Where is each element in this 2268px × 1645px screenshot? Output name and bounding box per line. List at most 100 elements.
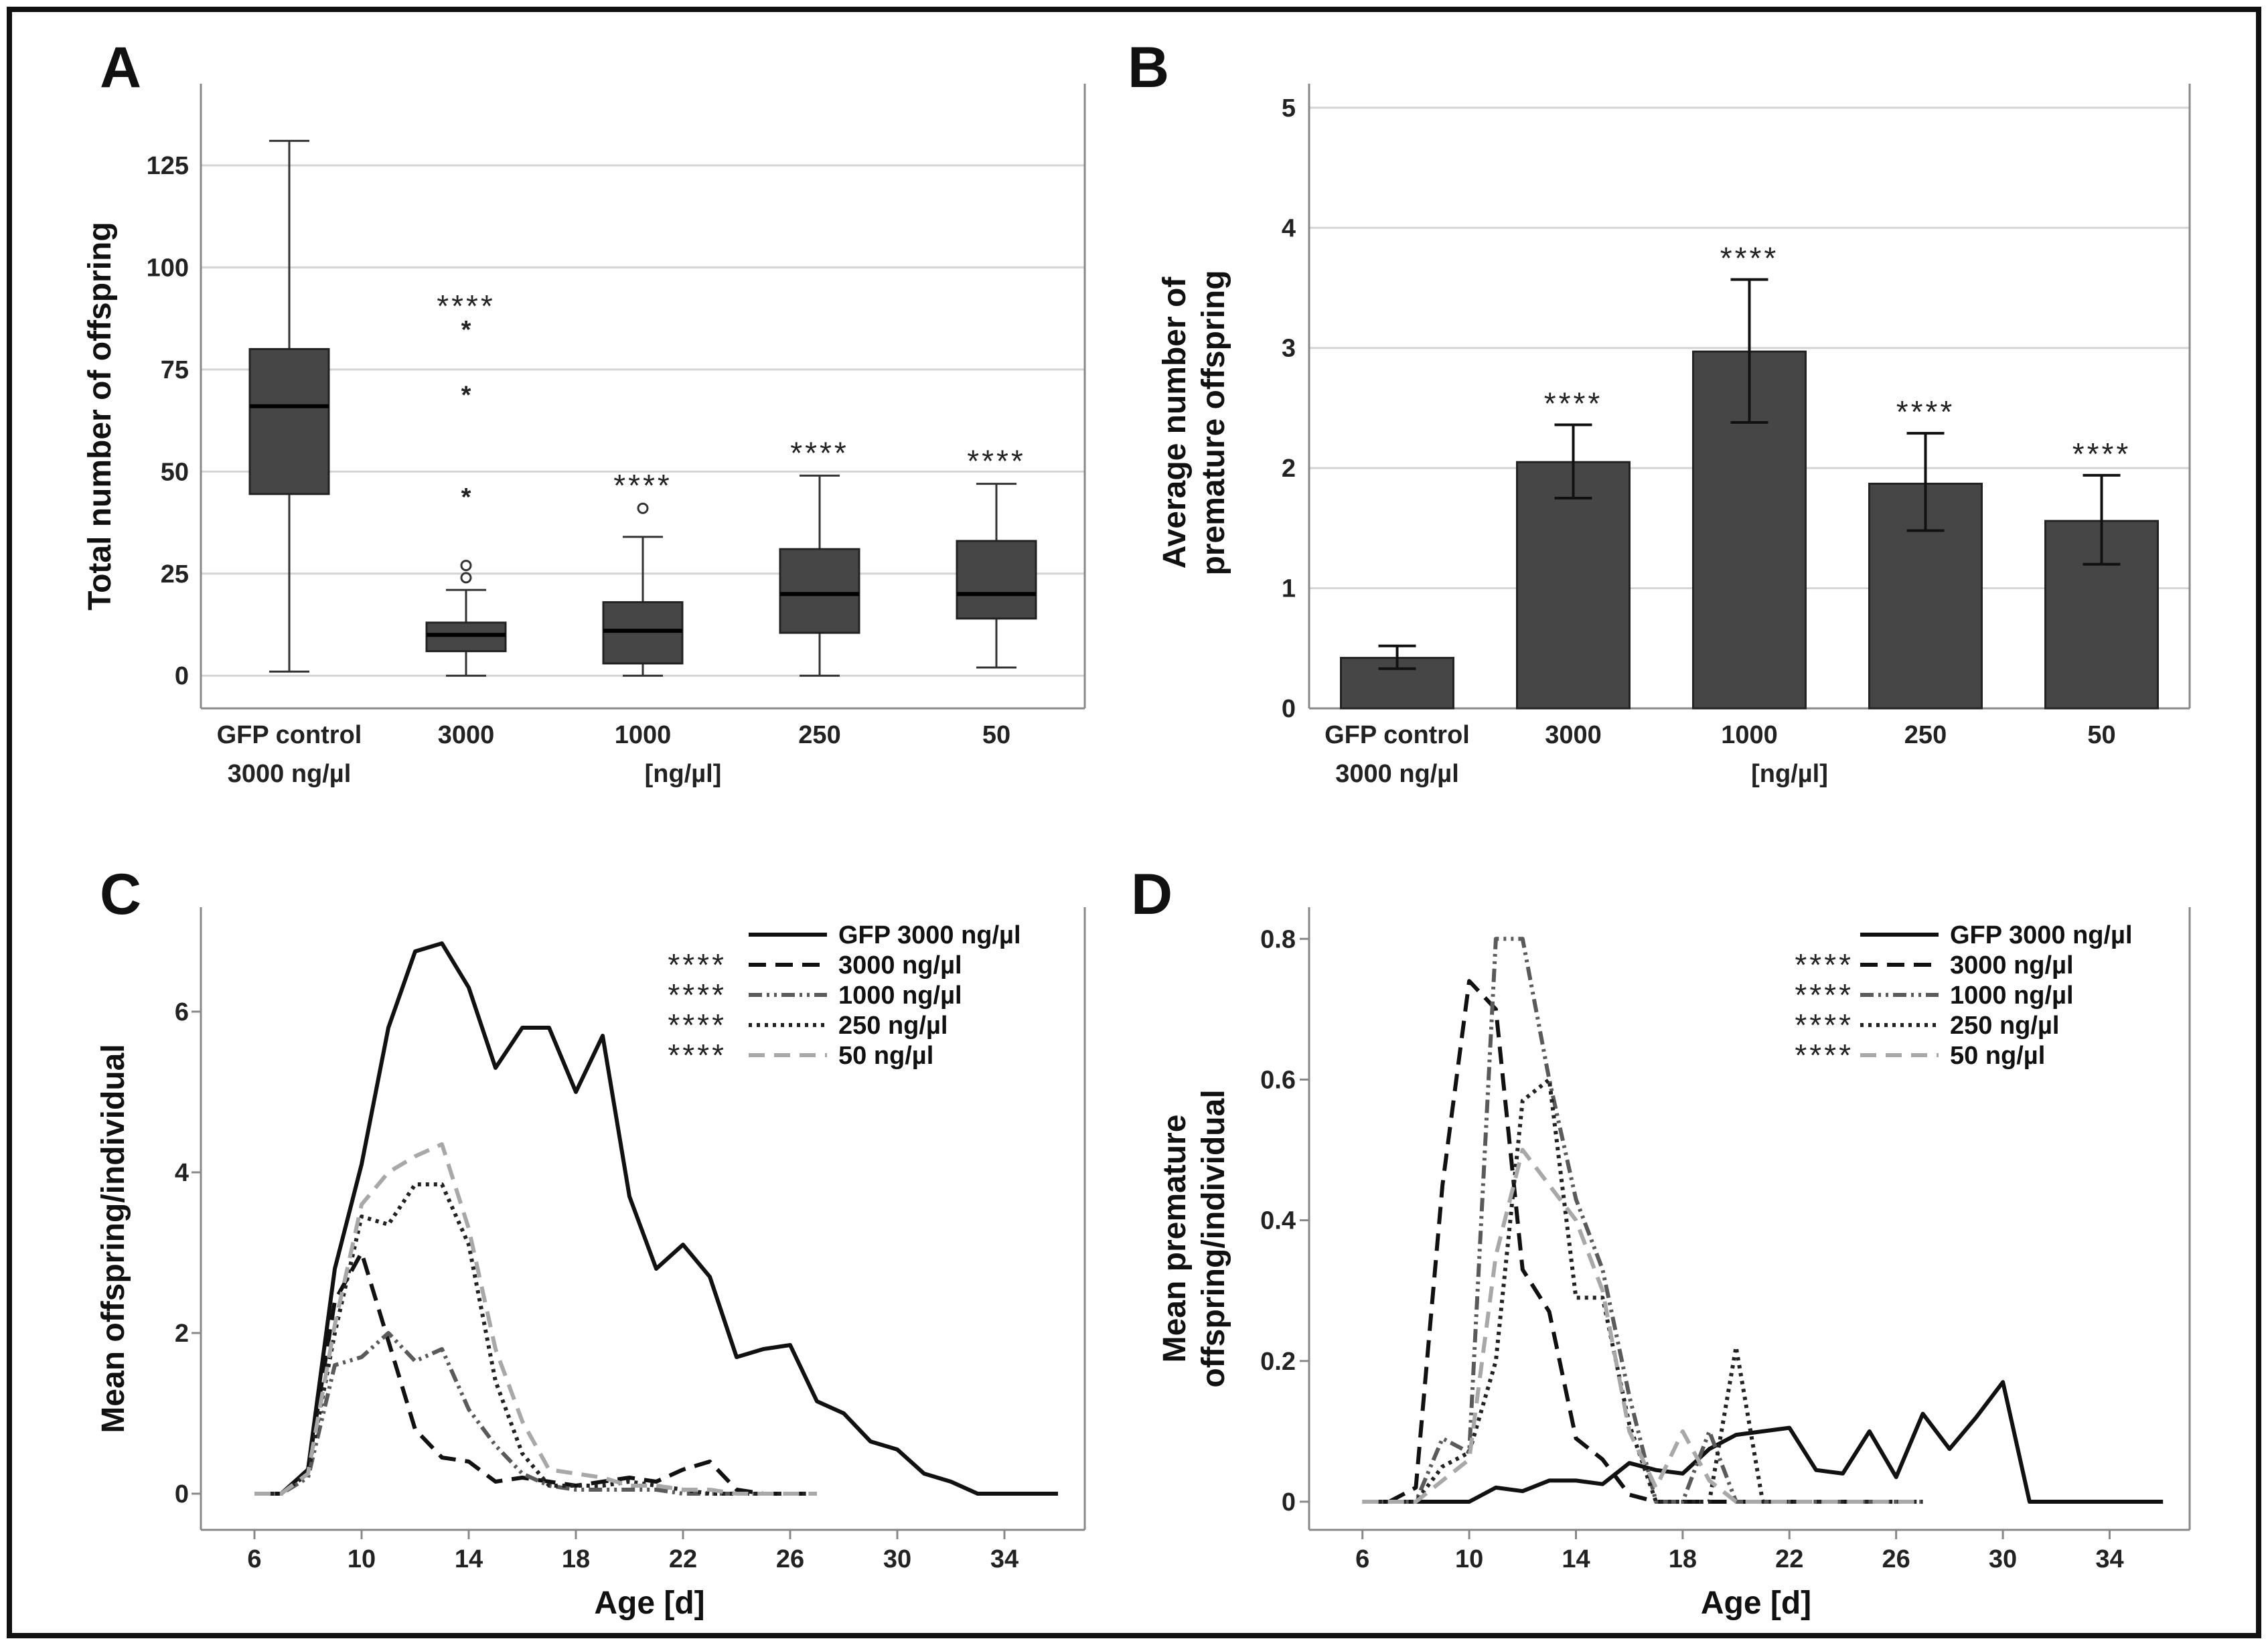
y-tick-label: 25 bbox=[161, 560, 189, 589]
legend-label: GFP 3000 ng/µl bbox=[838, 921, 1021, 949]
y-axis-title: Mean offspring/individual bbox=[96, 1044, 131, 1433]
y-axis-title-line: offspring/individual bbox=[1196, 1089, 1231, 1387]
y-tick-label: 125 bbox=[147, 152, 189, 180]
x-tick-label: 50 bbox=[982, 721, 1010, 749]
box-1 bbox=[248, 139, 330, 673]
legend-significance-stars: **** bbox=[668, 947, 727, 982]
box-iqr bbox=[956, 540, 1037, 620]
y-axis-title-line: Mean premature bbox=[1157, 1115, 1193, 1363]
x-tick-label: 3000 ng/µl bbox=[228, 760, 352, 788]
y-tick-label: 4 bbox=[175, 1159, 189, 1187]
box-5: **** bbox=[956, 444, 1037, 669]
x-tick-label: 3000 bbox=[1545, 721, 1602, 749]
x-tick-label: 22 bbox=[669, 1545, 697, 1573]
x-tick-label: 1000 bbox=[615, 721, 672, 749]
x-tick-label: GFP control bbox=[217, 721, 362, 749]
legend-significance-stars: **** bbox=[1795, 1038, 1854, 1073]
outlier-point bbox=[460, 560, 472, 572]
y-tick-label: 5 bbox=[1282, 94, 1296, 123]
x-tick-label: 6 bbox=[1355, 1545, 1369, 1573]
panel-letter-b: B bbox=[1128, 35, 1169, 100]
outlier-point bbox=[460, 572, 472, 584]
legend-label: 1000 ng/µl bbox=[838, 982, 962, 1010]
box-iqr bbox=[425, 621, 507, 653]
y-tick-label: 2 bbox=[1282, 455, 1296, 483]
x-tick-label: 250 bbox=[1904, 721, 1947, 749]
significance-stars: **** bbox=[1544, 386, 1603, 421]
x-tick-label: 10 bbox=[348, 1545, 376, 1573]
bar-group-3: **** bbox=[1692, 240, 1807, 710]
box-3: **** bbox=[602, 468, 684, 677]
legend-significance-stars: **** bbox=[1795, 977, 1854, 1012]
y-tick-label: 0 bbox=[175, 1480, 189, 1508]
series-line-solid bbox=[254, 941, 1058, 1496]
x-axis-title: [ng/µl] bbox=[1751, 760, 1828, 788]
bar bbox=[1516, 461, 1631, 710]
y-axis-title: Total number of offspring bbox=[82, 222, 118, 610]
y-axis-title-line: premature offspring bbox=[1196, 270, 1231, 575]
bar-group-1 bbox=[1340, 644, 1454, 710]
y-tick-label: 2 bbox=[175, 1320, 189, 1348]
significance-stars: **** bbox=[437, 289, 496, 323]
bar-group-4: **** bbox=[1868, 394, 1983, 710]
legend-label: 3000 ng/µl bbox=[838, 951, 962, 980]
legend-label: GFP 3000 ng/µl bbox=[1950, 921, 2133, 949]
x-tick-label: 50 bbox=[2087, 721, 2115, 749]
x-tick-label: 14 bbox=[455, 1545, 483, 1573]
x-tick-label: 250 bbox=[798, 721, 840, 749]
legend-significance-stars: **** bbox=[668, 1038, 727, 1073]
legend-significance-stars: **** bbox=[668, 1008, 727, 1042]
y-tick-label: 0.6 bbox=[1260, 1066, 1296, 1094]
figure-frame bbox=[7, 7, 2261, 1638]
box-iqr bbox=[779, 548, 860, 634]
legend-label: 3000 ng/µl bbox=[1950, 951, 2074, 980]
panel-letter-d: D bbox=[1131, 862, 1173, 927]
x-tick-label: 26 bbox=[776, 1545, 804, 1573]
legend-significance-stars: **** bbox=[1795, 1008, 1854, 1042]
x-tick-label: 18 bbox=[562, 1545, 590, 1573]
x-axis-title: Age [d] bbox=[1701, 1585, 1811, 1621]
y-tick-label: 3 bbox=[1282, 335, 1296, 363]
box-iqr bbox=[602, 601, 684, 665]
x-tick-label: 1000 bbox=[1721, 721, 1778, 749]
x-tick-label: 18 bbox=[1669, 1545, 1697, 1573]
y-tick-label: 0 bbox=[1282, 695, 1296, 723]
legend-significance-stars: **** bbox=[1795, 947, 1854, 982]
legend-label: 1000 ng/µl bbox=[1950, 982, 2074, 1010]
x-tick-label: 26 bbox=[1882, 1545, 1910, 1573]
significance-stars: **** bbox=[2072, 437, 2131, 471]
panel-letter-a: A bbox=[100, 35, 141, 100]
y-tick-label: 0 bbox=[1282, 1488, 1296, 1516]
series-line-dot bbox=[1362, 1077, 1923, 1504]
y-tick-label: 0.2 bbox=[1260, 1348, 1296, 1376]
series-line-dash-gray bbox=[254, 1142, 817, 1496]
box-2: ******* bbox=[425, 289, 507, 677]
y-tick-label: 0.4 bbox=[1260, 1207, 1296, 1235]
bar-group-5: **** bbox=[2044, 437, 2159, 710]
panel-d-line-chart: D 0 0.2 0.4 0.6 0.8 6 10 14 18 22 26 30 34 GFP 3000 ng… bbox=[1131, 862, 2191, 1621]
bar-group-2: **** bbox=[1516, 386, 1631, 710]
extreme-point: * bbox=[461, 316, 471, 344]
x-tick-label: 34 bbox=[2095, 1545, 2123, 1573]
x-tick-label: 6 bbox=[247, 1545, 261, 1573]
x-tick-label: 14 bbox=[1562, 1545, 1590, 1573]
y-axis-title-line: Average number of bbox=[1157, 277, 1193, 569]
legend-label: 50 ng/µl bbox=[838, 1042, 933, 1070]
panel-letter-c: C bbox=[100, 862, 141, 927]
x-tick-label: 3000 ng/µl bbox=[1335, 760, 1459, 788]
outlier-point bbox=[637, 502, 649, 514]
x-axis-title: [ng/µl] bbox=[645, 760, 722, 788]
y-tick-label: 0.8 bbox=[1260, 925, 1296, 953]
x-tick-label: 34 bbox=[990, 1545, 1018, 1573]
x-tick-label: 22 bbox=[1775, 1545, 1803, 1573]
legend-label: 50 ng/µl bbox=[1950, 1042, 2045, 1070]
x-tick-label: 3000 bbox=[438, 721, 495, 749]
x-axis-title: Age [d] bbox=[594, 1585, 704, 1621]
box-4: **** bbox=[779, 435, 860, 677]
y-tick-label: 4 bbox=[1282, 214, 1296, 242]
y-tick-label: 100 bbox=[147, 254, 189, 282]
